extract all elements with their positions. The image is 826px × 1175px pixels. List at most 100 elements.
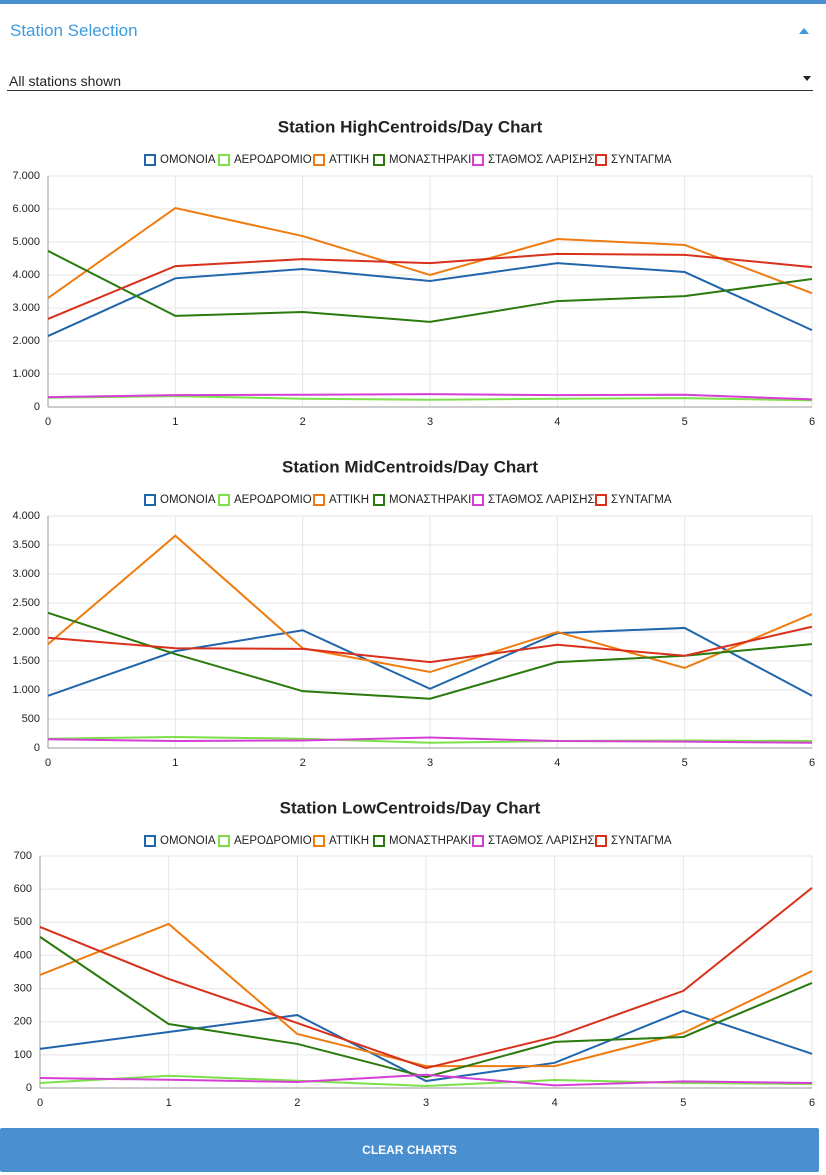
x-tick-label: 5 xyxy=(682,757,688,769)
y-tick-label: 2.000 xyxy=(12,626,40,638)
x-tick-label: 6 xyxy=(809,757,815,769)
top-bar xyxy=(0,0,826,4)
legend-label: ΟΜΟΝΟΙΑ xyxy=(160,154,216,166)
x-tick-label: 3 xyxy=(427,757,433,769)
legend-label: ΣΥΝΤΑΓΜΑ xyxy=(611,835,672,847)
legend-label: ΜΟΝΑΣΤΗΡΑΚΙ xyxy=(389,835,471,847)
series-line xyxy=(47,252,813,320)
y-tick-label: 500 xyxy=(22,713,40,725)
legend-swatch xyxy=(472,494,484,506)
series-line xyxy=(47,393,813,401)
series-line xyxy=(39,1009,813,1083)
y-tick-label: 0 xyxy=(26,1082,32,1094)
x-tick-label: 0 xyxy=(45,416,51,428)
legend-label: ΑΤΤΙΚΗ xyxy=(329,154,369,166)
x-tick-label: 0 xyxy=(37,1097,43,1109)
series-line xyxy=(47,736,813,744)
x-tick-label: 4 xyxy=(554,757,560,769)
series-line xyxy=(39,1073,813,1087)
legend-label: ΣΥΝΤΑΓΜΑ xyxy=(611,494,672,506)
x-tick-label: 5 xyxy=(682,416,688,428)
series-line xyxy=(39,922,813,1068)
series-line xyxy=(47,534,813,674)
series-line xyxy=(47,250,813,323)
legend-swatch xyxy=(313,835,325,847)
legend-label: ΑΕΡΟΔΡΟΜΙΟ xyxy=(234,494,312,506)
series-line xyxy=(47,625,813,664)
legend-label: ΣΥΝΤΑΓΜΑ xyxy=(611,154,672,166)
series-line xyxy=(47,735,813,744)
section-header[interactable]: Station Selection xyxy=(10,21,138,40)
dropdown-caret xyxy=(803,76,811,81)
legend-swatch xyxy=(373,494,385,506)
x-tick-label: 1 xyxy=(172,757,178,769)
x-tick-label: 1 xyxy=(166,1097,172,1109)
legend-label: ΜΟΝΑΣΤΗΡΑΚΙ xyxy=(389,154,471,166)
y-tick-label: 1.000 xyxy=(12,684,40,696)
legend-swatch xyxy=(218,835,230,847)
legend-swatch xyxy=(373,835,385,847)
x-tick-label: 5 xyxy=(680,1097,686,1109)
y-tick-label: 3.500 xyxy=(12,539,40,551)
x-tick-label: 3 xyxy=(427,416,433,428)
y-tick-label: 3.000 xyxy=(12,302,40,314)
charts: 0 1.000 2.000 3.000 4.000 5.000 6.000 7.000 0 1 2 3… xyxy=(12,117,815,1109)
series-line xyxy=(39,1074,813,1088)
y-tick-label: 6.000 xyxy=(12,203,40,215)
y-tick-label: 2.000 xyxy=(12,335,40,347)
series-line xyxy=(47,262,813,337)
y-tick-label: 1.500 xyxy=(12,655,40,667)
legend-swatch xyxy=(218,154,230,166)
collapse-caret[interactable] xyxy=(799,28,809,34)
y-tick-label: 3.000 xyxy=(12,568,40,580)
legend-swatch xyxy=(144,154,156,166)
series-line xyxy=(47,626,813,697)
chart-title: Station MidCentroids/Day Chart xyxy=(282,457,538,476)
legend-label: ΜΟΝΑΣΤΗΡΑΚΙ xyxy=(389,494,471,506)
y-tick-label: 0 xyxy=(34,742,40,754)
y-tick-label: 400 xyxy=(14,949,32,961)
legend-label: ΟΜΟΝΟΙΑ xyxy=(160,835,216,847)
x-tick-label: 6 xyxy=(809,1097,815,1109)
chart-title: Station HighCentroids/Day Chart xyxy=(278,117,543,136)
y-tick-label: 2.500 xyxy=(12,597,40,609)
x-tick-label: 2 xyxy=(300,416,306,428)
legend-swatch xyxy=(472,154,484,166)
legend-label: ΑΕΡΟΔΡΟΜΙΟ xyxy=(234,835,312,847)
y-tick-label: 4.000 xyxy=(12,510,40,522)
x-tick-label: 0 xyxy=(45,757,51,769)
y-tick-label: 5.000 xyxy=(12,236,40,248)
clear-charts-button[interactable]: CLEAR CHARTS xyxy=(0,1128,819,1172)
legend-label: ΣΤΑΘΜΟΣ ΛΑΡΙΣΗΣ xyxy=(488,835,595,847)
y-tick-label: 0 xyxy=(34,401,40,413)
y-tick-label: 700 xyxy=(14,850,32,862)
y-tick-label: 4.000 xyxy=(12,269,40,281)
y-tick-label: 600 xyxy=(14,883,32,895)
series-line xyxy=(47,206,813,299)
legend-swatch xyxy=(373,154,385,166)
legend-swatch xyxy=(313,154,325,166)
station-dropdown[interactable]: All stations shown xyxy=(7,70,813,91)
legend-label: ΟΜΟΝΟΙΑ xyxy=(160,494,216,506)
y-tick-label: 100 xyxy=(14,1049,32,1061)
legend-label: ΑΕΡΟΔΡΟΜΙΟ xyxy=(234,154,312,166)
y-tick-label: 1.000 xyxy=(12,368,40,380)
x-tick-label: 2 xyxy=(294,1097,300,1109)
legend-label: ΑΤΤΙΚΗ xyxy=(329,494,369,506)
chart-title: Station LowCentroids/Day Chart xyxy=(280,798,541,817)
x-tick-label: 6 xyxy=(809,416,815,428)
dropdown-value: All stations shown xyxy=(9,73,122,89)
legend-label: ΣΤΑΘΜΟΣ ΛΑΡΙΣΗΣ xyxy=(488,494,595,506)
legend-label: ΣΤΑΘΜΟΣ ΛΑΡΙΣΗΣ xyxy=(488,154,595,166)
series-line xyxy=(39,936,813,1079)
legend-swatch xyxy=(313,494,325,506)
x-tick-label: 4 xyxy=(554,416,560,428)
y-tick-label: 7.000 xyxy=(12,170,40,182)
legend-swatch xyxy=(144,494,156,506)
x-tick-label: 3 xyxy=(423,1097,429,1109)
legend-swatch xyxy=(472,835,484,847)
y-tick-label: 300 xyxy=(14,982,32,994)
legend-label: ΑΤΤΙΚΗ xyxy=(329,835,369,847)
x-tick-label: 2 xyxy=(300,757,306,769)
